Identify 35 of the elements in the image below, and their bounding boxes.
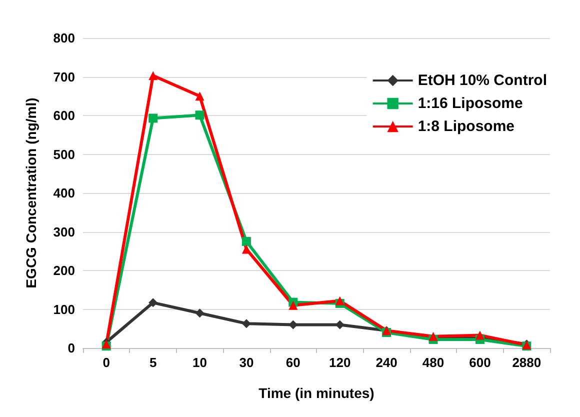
x-axis-title: Time (in minutes) — [258, 385, 374, 401]
x-tick-label: 0 — [102, 355, 110, 370]
legend-label: EtOH 10% Control — [418, 72, 548, 89]
y-tick-label: 700 — [53, 69, 75, 84]
legend-label: 1:16 Liposome — [418, 95, 523, 112]
y-tick-label: 300 — [53, 224, 75, 240]
point — [148, 71, 158, 80]
y-tick-label: 400 — [53, 186, 75, 200]
x-tick-label: 60 — [286, 355, 300, 370]
x-tick-label: 5 — [149, 355, 157, 370]
point — [195, 92, 204, 101]
legend-label: 1:8 Liposome — [418, 118, 515, 135]
x-tick-label: 30 — [239, 355, 254, 370]
point — [288, 300, 298, 310]
y-tick-label: 800 — [53, 30, 75, 46]
y-tick-label: 600 — [53, 108, 75, 123]
point — [242, 319, 251, 328]
point — [148, 114, 158, 123]
y-tick-label: 200 — [53, 263, 75, 278]
point — [195, 110, 204, 120]
point — [242, 236, 251, 246]
x-tick-label: 600 — [469, 355, 491, 370]
point — [335, 296, 344, 306]
point — [475, 330, 484, 340]
y-tick-label: 0 — [68, 340, 75, 356]
x-tick-label: 240 — [376, 355, 398, 370]
x-tick-label: 2880 — [512, 355, 542, 370]
x-tick-label: 10 — [192, 355, 207, 370]
x-tick-label: 480 — [422, 355, 444, 370]
point — [148, 298, 158, 308]
point — [195, 308, 204, 318]
y-tick-label: 500 — [53, 146, 75, 162]
x-tick-label: 120 — [329, 355, 351, 370]
y-tick-label: 100 — [53, 302, 75, 317]
y-axis-title: EGCG Concentration (ng/ml) — [23, 98, 39, 288]
